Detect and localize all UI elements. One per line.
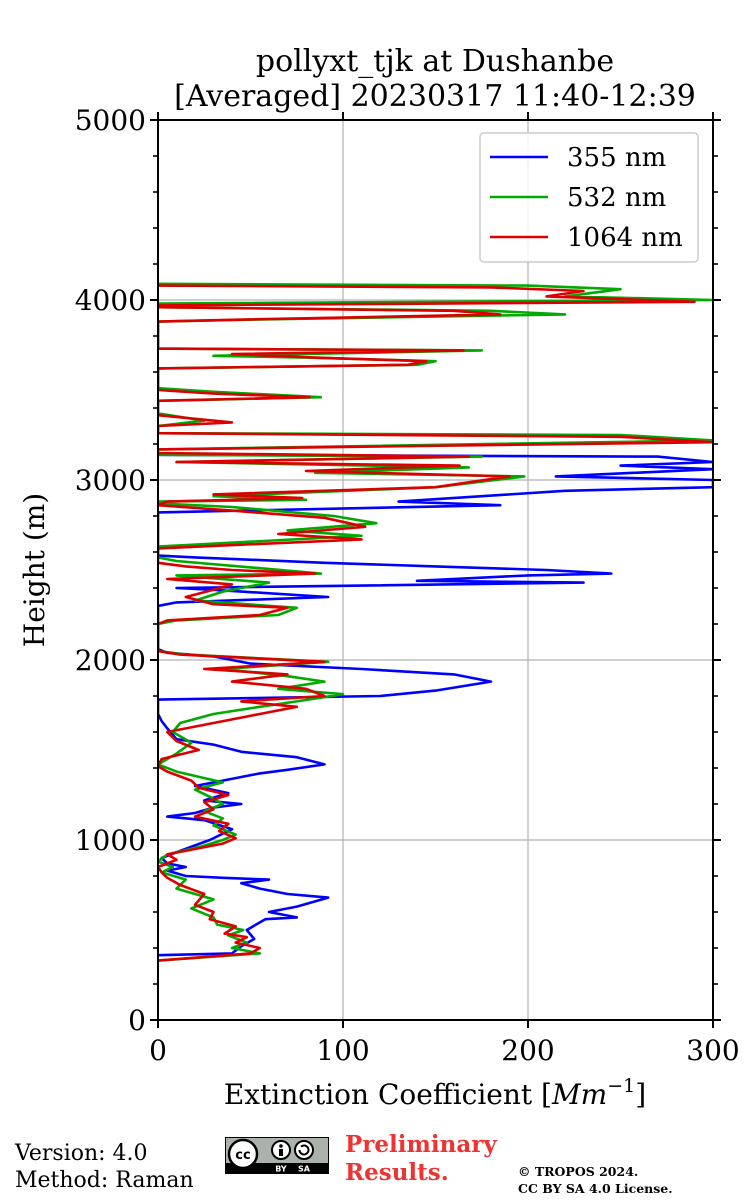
sa-label: SA — [298, 1165, 311, 1174]
y-tick-label: 5000 — [75, 104, 146, 137]
cc-icon-text: cc — [235, 1148, 250, 1163]
series-line-532-nm — [158, 282, 713, 962]
legend-label: 1064 nm — [567, 223, 683, 253]
series-group — [158, 282, 713, 962]
x-axis-label-close: ] — [635, 1078, 646, 1111]
y-axis-label: Height (m) — [18, 493, 51, 647]
preliminary-label: Preliminary — [345, 1131, 497, 1158]
results-label: Results. — [345, 1159, 449, 1186]
y-tick-label: 1000 — [75, 824, 146, 857]
y-tick-label: 3000 — [75, 464, 146, 497]
license-label: CC BY SA 4.0 License. — [518, 1181, 673, 1196]
y-tick-label: 0 — [128, 1004, 146, 1037]
x-axis-label: Extinction Coefficient [Mm−1] — [224, 1075, 646, 1111]
x-tick-label: 300 — [686, 1034, 739, 1067]
x-axis-label-main: Extinction Coefficient [ — [224, 1078, 552, 1111]
y-tick-label: 2000 — [75, 644, 146, 677]
legend-box — [479, 132, 699, 263]
cc-by-sa-badge: cc BY SA — [225, 1137, 329, 1174]
by-label: BY — [275, 1165, 287, 1174]
x-tick-label: 100 — [316, 1034, 369, 1067]
chart-subtitle: [Averaged] 20230317 11:40-12:39 — [174, 79, 696, 114]
chart-title: pollyxt_tjk at Dushanbe — [256, 44, 614, 79]
cc-icon — [227, 1138, 259, 1170]
y-tick-label: 4000 — [75, 284, 146, 317]
copyright-label: © TROPOS 2024. — [518, 1164, 639, 1179]
x-tick-label: 200 — [501, 1034, 554, 1067]
plot-frame — [157, 119, 714, 1021]
x-axis-label-exp: −1 — [607, 1075, 635, 1097]
series-line-1064-nm — [158, 284, 713, 962]
version-label: Version: 4.0 — [15, 1141, 148, 1166]
grid-lines — [158, 120, 713, 1020]
legend-label: 532 nm — [567, 183, 666, 213]
method-label: Method: Raman — [15, 1168, 194, 1193]
axes — [157, 119, 714, 1021]
x-axis-label-unit: Mm — [551, 1078, 607, 1111]
x-tick-label: 0 — [149, 1034, 167, 1067]
legend-label: 355 nm — [567, 143, 666, 173]
series-line-355-nm — [158, 453, 713, 957]
sa-icon — [294, 1140, 314, 1160]
legend: 355 nm 532 nm 1064 nm — [479, 132, 699, 263]
